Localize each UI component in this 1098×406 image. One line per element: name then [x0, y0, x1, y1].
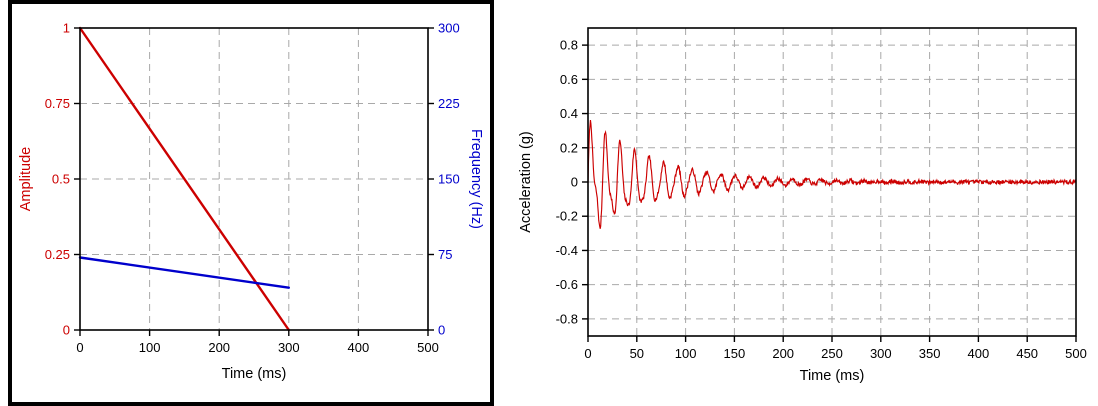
y-tick-label: 0.8	[560, 38, 578, 53]
y-tick-label: -0.2	[556, 209, 578, 224]
sweep-chart: 0 100 200 300 400 500 0 0.25 0.5 0.75 1 0 75 150 225 30…	[45, 21, 460, 356]
left-tick-label: 0.25	[45, 247, 70, 262]
x-tick-label: 0	[76, 340, 83, 355]
x-tick-label: 350	[919, 346, 941, 361]
x-tick-label: 200	[208, 340, 230, 355]
y-tick-label: 0	[571, 175, 578, 190]
x-tick-label: 150	[724, 346, 746, 361]
right-tick-label: 0	[438, 323, 445, 338]
amplitude-ramp-line	[78, 26, 290, 332]
x-tick-label: 400	[968, 346, 990, 361]
y-tick-label: 0.6	[560, 72, 578, 87]
left-tick-label: 1	[63, 21, 70, 36]
right-tick-label: 75	[438, 247, 452, 262]
x-tick-label: 500	[1065, 346, 1087, 361]
acceleration-trace	[587, 120, 1077, 229]
x-tick-label: 100	[675, 346, 697, 361]
acceleration-chart: 0 50 100 150 200 250 300 350 400 450 500 -0.8 -0.6 -0…	[556, 27, 1087, 361]
x-tick-label: 0	[584, 346, 591, 361]
y-tick-label: 0.4	[560, 106, 578, 121]
x-tick-label: 450	[1016, 346, 1038, 361]
x-tick-label: 250	[821, 346, 843, 361]
y-tick-label: -0.8	[556, 311, 578, 326]
x-tick-label: 300	[870, 346, 892, 361]
x-tick-label: 500	[417, 340, 439, 355]
frequency-sweep-line	[78, 256, 290, 289]
y-tick-label: -0.6	[556, 277, 578, 292]
x-tick-label: 50	[630, 346, 644, 361]
x-tick-label: 400	[348, 340, 370, 355]
right-tick-label: 300	[438, 21, 460, 36]
sweep-panel: 0 100 200 300 400 500 0 0.25 0.5 0.75 1 0 75 150 225 30…	[8, 0, 494, 406]
left-tick-label: 0.5	[52, 172, 70, 187]
left-tick-label: 0	[63, 323, 70, 338]
y-tick-label: -0.4	[556, 243, 578, 258]
x-tick-label: 200	[772, 346, 794, 361]
y-tick-label: 0.2	[560, 140, 578, 155]
left-tick-label: 0.75	[45, 96, 70, 111]
right-tick-label: 225	[438, 96, 460, 111]
x-tick-label: 300	[278, 340, 300, 355]
right-tick-label: 150	[438, 172, 460, 187]
x-tick-label: 100	[139, 340, 161, 355]
acceleration-panel: 0 50 100 150 200 250 300 350 400 450 500 -0.8 -0.6 -0…	[510, 6, 1098, 404]
